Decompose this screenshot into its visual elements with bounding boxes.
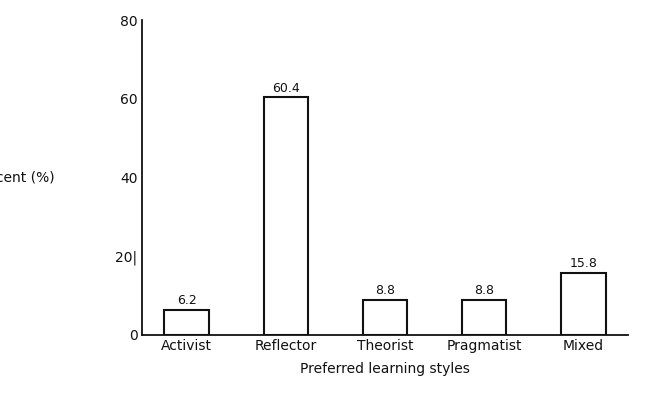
Bar [263, 98, 308, 335]
Bar [164, 310, 209, 335]
X-axis label: Preferred learning styles: Preferred learning styles [300, 362, 470, 376]
Text: 8.8: 8.8 [375, 284, 395, 297]
Bar [462, 300, 507, 335]
Text: 8.8: 8.8 [474, 284, 494, 297]
Text: 6.2: 6.2 [177, 295, 197, 308]
Bar [561, 273, 606, 335]
Bar [363, 300, 407, 335]
Text: 60.4: 60.4 [272, 82, 300, 95]
Text: 15.8: 15.8 [569, 257, 597, 270]
Text: Percent (%): Percent (%) [0, 171, 55, 184]
